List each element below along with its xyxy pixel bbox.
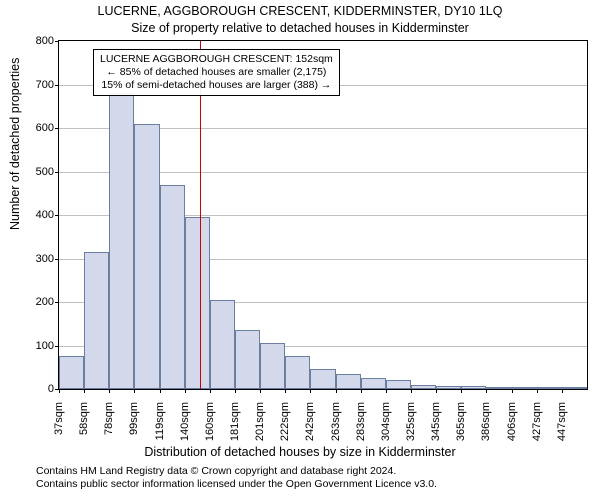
x-tick-mark [436, 389, 437, 393]
histogram-bar [461, 386, 486, 389]
plot-area: LUCERNE AGGBOROUGH CRESCENT: 152sqm ← 85… [58, 40, 588, 390]
x-tick-mark [285, 389, 286, 393]
x-tick-mark [160, 389, 161, 393]
y-tick-mark [55, 215, 59, 216]
y-tick-mark [55, 302, 59, 303]
x-tick-label: 345sqm [430, 402, 442, 452]
x-tick-mark [235, 389, 236, 393]
y-axis-label: Number of detached properties [8, 58, 22, 230]
x-tick-mark [260, 389, 261, 393]
x-tick-label: 181sqm [229, 402, 241, 452]
chart-title-2: Size of property relative to detached ho… [0, 21, 600, 35]
chart-title-1: LUCERNE, AGGBOROUGH CRESCENT, KIDDERMINS… [0, 4, 600, 18]
x-tick-label: 99sqm [128, 402, 140, 452]
histogram-bar [160, 185, 185, 389]
x-tick-mark [109, 389, 110, 393]
x-tick-mark [386, 389, 387, 393]
histogram-bar [361, 378, 386, 389]
x-tick-label: 58sqm [78, 402, 90, 452]
x-tick-mark [84, 389, 85, 393]
y-tick-label: 100 [30, 340, 54, 352]
y-tick-mark [55, 128, 59, 129]
footer-attribution: Contains HM Land Registry data © Crown c… [36, 465, 437, 491]
annotation-box: LUCERNE AGGBOROUGH CRESCENT: 152sqm ← 85… [93, 49, 340, 96]
y-tick-mark [55, 346, 59, 347]
histogram-bar [134, 124, 159, 389]
y-tick-mark [55, 172, 59, 173]
histogram-bar [285, 356, 310, 389]
x-tick-mark [537, 389, 538, 393]
x-tick-mark [411, 389, 412, 393]
x-tick-mark [562, 389, 563, 393]
y-tick-mark [55, 259, 59, 260]
x-tick-label: 140sqm [179, 402, 191, 452]
histogram-bar [185, 217, 210, 389]
y-tick-mark [55, 85, 59, 86]
histogram-bar [210, 300, 235, 389]
histogram-bar [537, 387, 562, 389]
footer-line-1: Contains HM Land Registry data © Crown c… [36, 465, 437, 478]
x-tick-label: 386sqm [480, 402, 492, 452]
x-tick-mark [59, 389, 60, 393]
x-tick-mark [461, 389, 462, 393]
x-tick-label: 201sqm [254, 402, 266, 452]
x-tick-label: 160sqm [204, 402, 216, 452]
x-tick-label: 37sqm [53, 402, 65, 452]
x-tick-label: 242sqm [304, 402, 316, 452]
x-tick-label: 78sqm [103, 402, 115, 452]
x-tick-label: 263sqm [330, 402, 342, 452]
y-tick-mark [55, 41, 59, 42]
histogram-bar [562, 387, 587, 389]
y-tick-label: 400 [30, 209, 54, 221]
annotation-line-3: 15% of semi-detached houses are larger (… [100, 79, 333, 92]
histogram-bar [59, 356, 84, 389]
histogram-bar [310, 369, 335, 389]
x-tick-mark [336, 389, 337, 393]
x-tick-label: 325sqm [405, 402, 417, 452]
x-tick-mark [310, 389, 311, 393]
x-tick-label: 119sqm [154, 402, 166, 452]
x-tick-label: 406sqm [506, 402, 518, 452]
y-tick-label: 600 [30, 122, 54, 134]
histogram-bar [436, 386, 461, 389]
histogram-bar [260, 343, 285, 389]
x-tick-label: 365sqm [455, 402, 467, 452]
x-tick-label: 304sqm [380, 402, 392, 452]
histogram-bar [235, 330, 260, 389]
histogram-bar [486, 387, 511, 389]
x-tick-label: 283sqm [355, 402, 367, 452]
y-tick-label: 500 [30, 166, 54, 178]
x-tick-mark [512, 389, 513, 393]
y-tick-label: 0 [30, 383, 54, 395]
x-tick-mark [361, 389, 362, 393]
y-tick-label: 800 [30, 35, 54, 47]
histogram-bar [109, 93, 134, 389]
x-tick-label: 222sqm [279, 402, 291, 452]
x-tick-mark [486, 389, 487, 393]
annotation-line-2: ← 85% of detached houses are smaller (2,… [100, 66, 333, 79]
histogram-bar [336, 374, 361, 389]
x-tick-label: 447sqm [556, 402, 568, 452]
y-tick-label: 700 [30, 79, 54, 91]
annotation-line-1: LUCERNE AGGBOROUGH CRESCENT: 152sqm [100, 53, 333, 66]
y-tick-label: 200 [30, 296, 54, 308]
x-tick-label: 427sqm [531, 402, 543, 452]
footer-line-2: Contains public sector information licen… [36, 478, 437, 491]
histogram-bar [512, 387, 537, 389]
x-tick-mark [185, 389, 186, 393]
histogram-bar [84, 252, 109, 389]
x-tick-mark [210, 389, 211, 393]
histogram-bar [386, 380, 411, 389]
histogram-bar [411, 385, 436, 389]
y-tick-label: 300 [30, 253, 54, 265]
x-tick-mark [134, 389, 135, 393]
